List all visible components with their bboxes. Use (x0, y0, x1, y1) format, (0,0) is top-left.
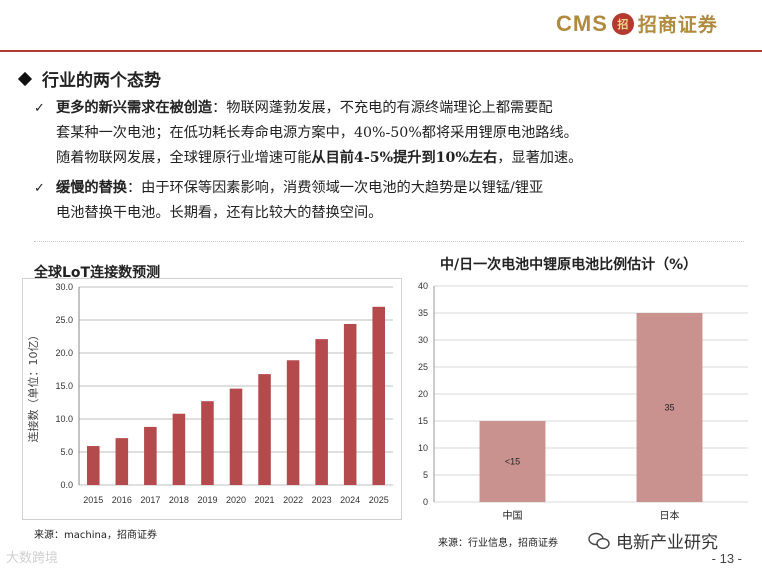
bar-2016 (115, 438, 129, 485)
wechat-icon (588, 532, 610, 549)
bar-2018 (172, 413, 186, 485)
x-tick-label: 2018 (169, 495, 189, 505)
bar-2025 (372, 306, 386, 485)
y-tick-label: 20.0 (55, 348, 73, 358)
x-tick-label: 日本 (660, 509, 680, 522)
bullet-1-line-3: 随着物联网发展，全球锂原行业增速可能 (56, 150, 312, 166)
section-heading: 行业的两个态势 (17, 66, 161, 91)
watermark-right: 电新产业研究 (588, 528, 718, 553)
x-tick-label: 2017 (140, 495, 160, 505)
x-tick-label: 2019 (197, 495, 217, 505)
left-chart-panel: 0.0 5.0 10.0 15.0 20.0 25.0 30.0 2015 2016 2017 20… (22, 278, 402, 520)
bullet-2-line-1: ：由于环保等因素影响，消费领域一次电池的大趋势是以锂锰/锂亚 (126, 180, 544, 196)
brand-cms-text: CMS (556, 10, 608, 36)
bar-2021 (258, 374, 271, 485)
checkmark-icon: ✓ (34, 181, 45, 196)
y-tick-label: 20 (418, 389, 428, 399)
x-tick-label: 2016 (112, 495, 132, 505)
data-label: 35 (664, 403, 674, 413)
x-tick-label: 2021 (255, 495, 275, 505)
x-tick-label: 2015 (83, 495, 103, 505)
brand-mark-icon: 招 (611, 12, 634, 35)
y-tick-label: 5 (423, 470, 428, 480)
y-tick-label: 0 (423, 497, 428, 507)
content-divider (34, 241, 744, 242)
x-tick-label: 2025 (369, 495, 389, 505)
bar-2019 (201, 401, 214, 485)
y-tick-label: 40 (418, 281, 428, 291)
bullet-point-2: ✓ 缓慢的替换：由于环保等因素影响，消费领域一次电池的大趋势是以锂锰/锂亚 电池… (34, 176, 746, 226)
x-tick-label: 2020 (226, 495, 246, 505)
bullet-1-line-1: ：物联网蓬勃发展，不充电的有源终端理论上都需要配 (212, 100, 553, 116)
y-tick-label: 35 (418, 308, 428, 318)
bar-2015 (86, 446, 100, 485)
bar-2022 (286, 360, 300, 485)
bar-2020 (229, 388, 243, 485)
right-chart-source: 来源：行业信息，招商证券 (438, 538, 558, 549)
y-tick-label: 5.0 (60, 447, 73, 457)
right-chart-title: 中/日一次电池中锂原电池比例估计（%） (440, 257, 698, 273)
right-chart-panel: 0 5 10 15 20 25 30 35 40 <15 中国 35 日本 (408, 272, 756, 534)
watermark-left: 大数跨境 (6, 551, 59, 566)
y-tick-label: 15.0 (55, 381, 73, 391)
x-tick-label: 2022 (283, 495, 303, 505)
x-tick-label: 2023 (312, 495, 332, 505)
bullet-point-1: ✓ 更多的新兴需求在被创造：物联网蓬勃发展，不充电的有源终端理论上都需要配 套某… (34, 96, 746, 171)
iot-connections-chart: 0.0 5.0 10.0 15.0 20.0 25.0 30.0 2015 2016 2017 20… (26, 282, 393, 505)
left-chart-source: 来源：machina，招商证券 (34, 530, 157, 541)
brand-logo: CMS 招 招商证券 (556, 10, 718, 37)
bullet-2-line-2: 电池替换干电池。长期看，还有比较大的替换空间。 (56, 205, 383, 221)
diamond-bullet-icon (17, 71, 33, 86)
y-tick-label: 25 (418, 362, 428, 372)
header-divider (0, 50, 762, 52)
x-tick-label: 2024 (340, 495, 360, 505)
y-tick-label: 30.0 (55, 282, 73, 292)
bar-2024 (343, 323, 357, 485)
bullet-2-lead: 缓慢的替换 (56, 180, 127, 196)
bar-2023 (315, 339, 328, 485)
data-label: <15 (505, 457, 520, 467)
watermark-right-text: 电新产业研究 (616, 533, 718, 553)
bullet-1-lead: 更多的新兴需求在被创造 (56, 100, 213, 116)
page-number: - 13 - (711, 551, 742, 566)
y-tick-label: 15 (418, 416, 428, 426)
x-tick-label: 中国 (503, 509, 523, 522)
y-tick-label: 25.0 (55, 315, 73, 325)
bullet-1-line-3-end: ，显著加速。 (497, 150, 583, 166)
checkmark-icon: ✓ (34, 101, 45, 116)
y-tick-label: 30 (418, 335, 428, 345)
bar-2017 (144, 426, 157, 485)
brand-name: 招商证券 (637, 14, 718, 36)
lithium-ratio-chart: 0 5 10 15 20 25 30 35 40 <15 中国 35 日本 (418, 281, 748, 522)
y-tick-label: 10.0 (55, 414, 73, 424)
section-title: 行业的两个态势 (42, 71, 161, 91)
y-tick-label: 0.0 (60, 480, 73, 490)
y-axis-label: 连接数（单位：10亿） (26, 330, 40, 443)
bar-中国 (479, 421, 546, 502)
y-tick-label: 10 (418, 443, 428, 453)
bullet-1-highlight: 从目前4-5%提升到10%左右 (311, 150, 498, 166)
left-chart-title: 全球LoT连接数预测 (34, 265, 161, 281)
bullet-1-line-2: 套某种一次电池；在低功耗长寿命电源方案中，40%-50%都将采用锂原电池路线。 (56, 125, 578, 141)
bar-日本 (636, 313, 703, 502)
